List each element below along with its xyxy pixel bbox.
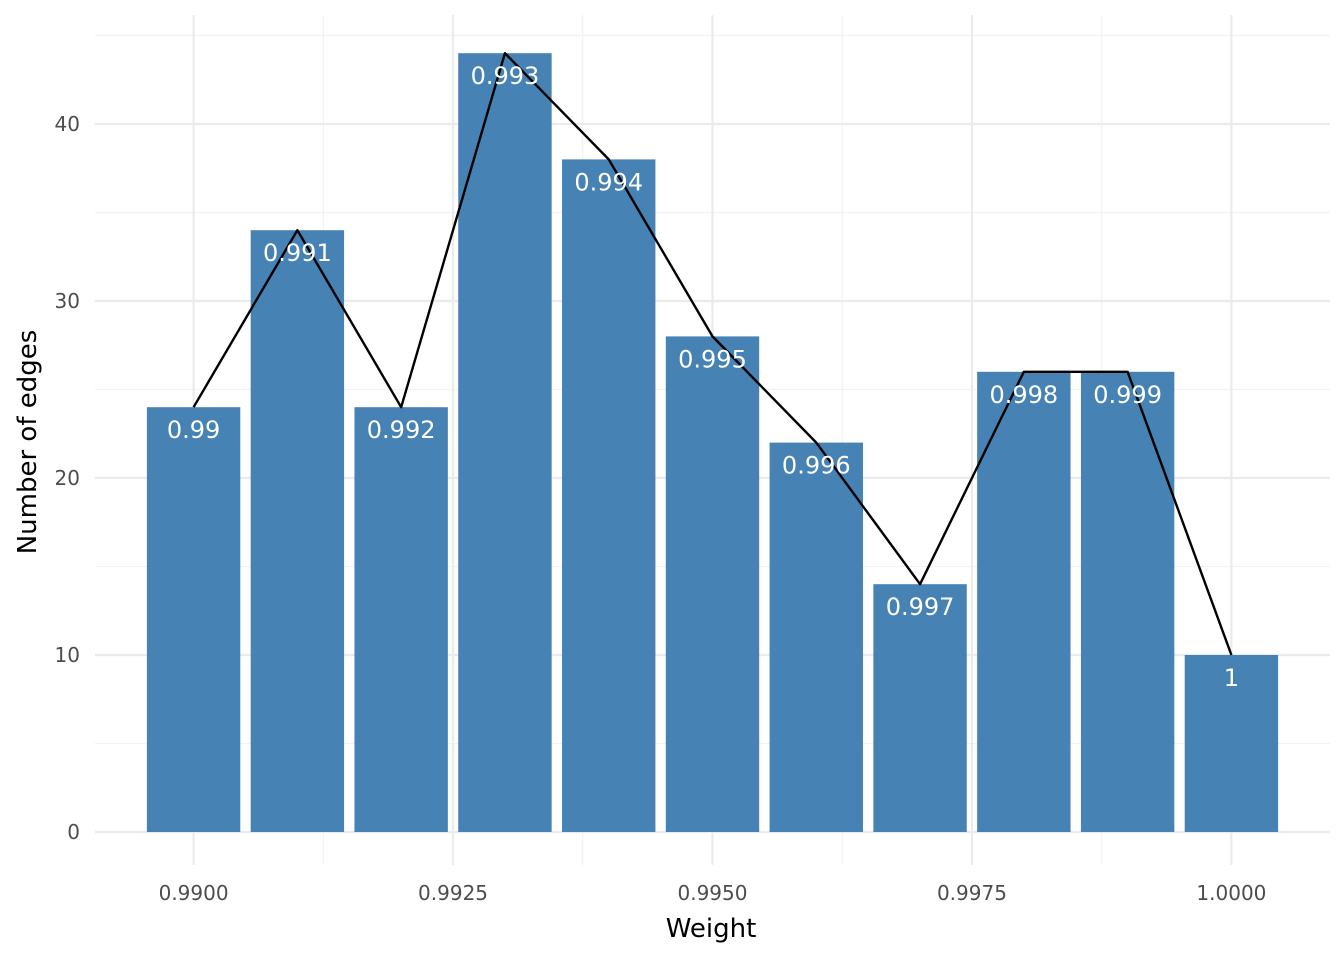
y-tick-label: 0 <box>67 820 80 844</box>
bar-label: 0.99 <box>167 416 220 444</box>
x-axis-title: Weight <box>666 914 757 944</box>
bar-label: 0.998 <box>989 381 1058 409</box>
bar-label: 0.997 <box>886 593 955 621</box>
x-tick-label: 0.9975 <box>937 881 1007 905</box>
y-axis-tick-labels: 0 10 20 30 40 <box>55 112 80 844</box>
bar-label: 0.995 <box>678 345 747 373</box>
bar <box>1080 371 1175 832</box>
y-tick-label: 30 <box>55 289 80 313</box>
bars <box>146 53 1279 832</box>
bar <box>146 407 241 832</box>
y-tick-label: 20 <box>55 466 80 490</box>
count-line-path <box>192 52 1233 656</box>
bar <box>977 371 1071 832</box>
bar <box>250 230 345 832</box>
bar <box>873 584 967 832</box>
y-tick-label: 40 <box>55 112 80 136</box>
y-axis-title: Number of edges <box>13 330 43 555</box>
bar <box>562 159 656 832</box>
x-tick-label: 0.9925 <box>418 881 488 905</box>
bar <box>665 336 760 832</box>
bar-label: 0.991 <box>263 239 332 267</box>
bar-label: 0.992 <box>367 416 436 444</box>
bar-label: 1 <box>1224 664 1239 692</box>
bar-label: 0.994 <box>574 168 643 196</box>
bar-label: 0.993 <box>471 62 540 90</box>
bar <box>458 53 552 832</box>
x-tick-label: 0.9950 <box>678 881 748 905</box>
bar <box>769 442 863 832</box>
bar-labels: 0.99 0.991 0.992 0.993 0.994 0.995 0.996 0.997 0… <box>167 62 1239 692</box>
bar <box>354 407 448 832</box>
bar-label: 0.999 <box>1093 381 1162 409</box>
bar-label: 0.996 <box>782 452 851 480</box>
count-line <box>192 52 1233 656</box>
x-axis-tick-labels: 0.9900 0.9925 0.9950 0.9975 1.0000 <box>159 881 1267 905</box>
x-tick-label: 1.0000 <box>1196 881 1266 905</box>
y-tick-label: 10 <box>55 643 80 667</box>
bar <box>1184 655 1279 832</box>
x-tick-label: 0.9900 <box>159 881 229 905</box>
